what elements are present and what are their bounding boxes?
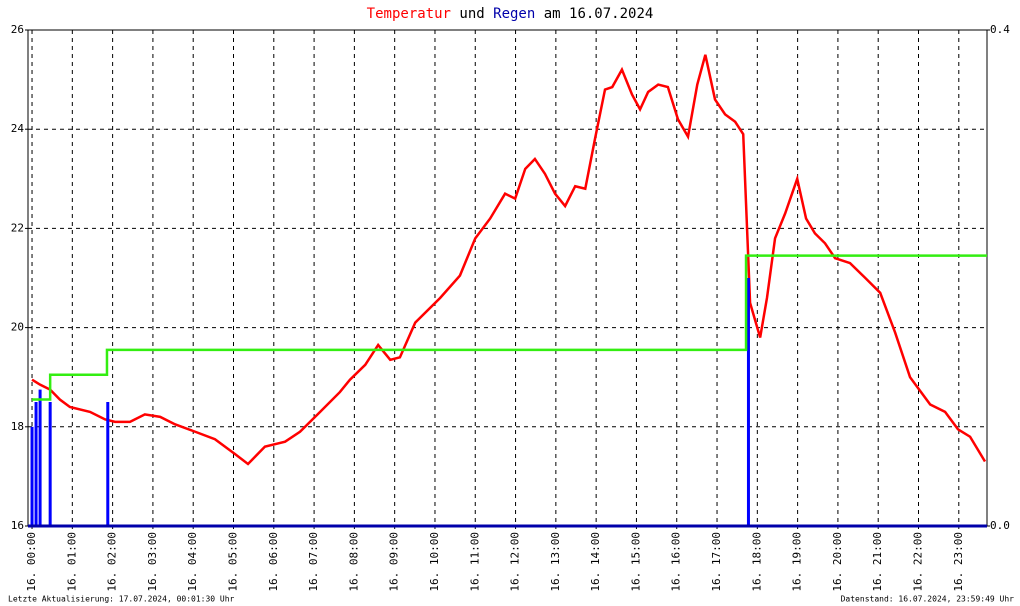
x-tick-label: 16. 13:00 [549, 532, 562, 592]
x-tick-label: 16. 16:00 [670, 532, 683, 592]
footer-right: Datenstand: 16.07.2024, 23:59:49 Uhr [841, 595, 1015, 604]
series-line [31, 54, 987, 466]
y-tick-label: 22 [11, 221, 24, 234]
title-joiner: und [459, 6, 484, 22]
x-tick-label: 16. 06:00 [267, 532, 280, 592]
rain-bar [30, 426, 34, 526]
x-tick-label: 16. 01:00 [65, 532, 78, 592]
x-tick-label: 16. 09:00 [388, 532, 401, 592]
x-tick-label: 16. 23:00 [952, 532, 965, 592]
y-tick-label: 16 [11, 519, 24, 532]
x-tick-label: 16. 05:00 [227, 532, 240, 592]
y-tick-label: 26 [11, 23, 24, 36]
title-date: am 16.07.2024 [544, 6, 654, 22]
x-tick-label: 16. 00:00 [25, 532, 38, 592]
x-tick-label: 16. 04:00 [186, 532, 199, 592]
x-tick-label: 16. 03:00 [146, 532, 159, 592]
y2-tick-label: 0.4 [990, 23, 1010, 36]
x-tick-label: 16. 02:00 [106, 532, 119, 592]
x-tick-label: 16. 14:00 [589, 532, 602, 592]
rain-bar [48, 402, 52, 526]
rain-bar [34, 402, 38, 526]
y2-tick-label: 0.0 [990, 519, 1010, 532]
title-series-2: Regen [493, 6, 535, 22]
x-tick-label: 16. 08:00 [347, 532, 360, 592]
x-tick-label: 16. 20:00 [831, 532, 844, 592]
x-tick-label: 16. 15:00 [629, 532, 642, 592]
x-tick-label: 16. 21:00 [871, 532, 884, 592]
rain-bar [106, 402, 110, 526]
x-tick-label: 16. 12:00 [509, 532, 522, 592]
x-tick-label: 16. 17:00 [710, 532, 723, 592]
x-tick-label: 16. 11:00 [468, 532, 481, 592]
y-tick-label: 20 [11, 321, 24, 334]
footer-left: Letzte Aktualisierung: 17.07.2024, 00:01… [8, 595, 235, 604]
x-tick-label: 16. 07:00 [307, 532, 320, 592]
series-line [32, 254, 987, 401]
x-tick-label: 16. 10:00 [428, 532, 441, 592]
x-tick-label: 16. 22:00 [912, 532, 925, 592]
rain-bar [38, 389, 42, 526]
x-tick-label: 16. 19:00 [791, 532, 804, 592]
title-series-1: Temperatur [367, 6, 451, 22]
chart-title: Temperatur und Regen am 16.07.2024 [367, 6, 654, 22]
y-tick-label: 24 [11, 122, 25, 135]
y-tick-label: 18 [11, 420, 24, 433]
rain-bar [746, 278, 750, 526]
x-tick-label: 16. 18:00 [750, 532, 763, 592]
